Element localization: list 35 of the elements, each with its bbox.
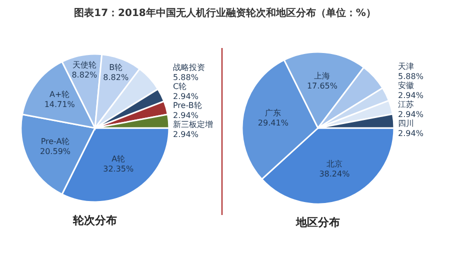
data-label: 8.82%	[103, 73, 129, 82]
chart-title: 图表17：2018年中国无人机行业融资轮次和地区分布（单位：%）	[74, 7, 376, 19]
data-label: 38.24%	[319, 170, 350, 179]
data-label: 32.35%	[103, 164, 134, 174]
data-label: 20.59%	[40, 146, 71, 156]
text: 轮次分布	[72, 214, 117, 227]
data-label: 17.65%	[306, 82, 338, 91]
data-label: 2.94%	[173, 130, 199, 140]
slice-label: 安徽	[398, 80, 414, 90]
slice-label: A+轮	[49, 90, 70, 100]
data-label: 14.71%	[44, 100, 76, 110]
slice-label: 上海	[314, 72, 330, 81]
data-label: 2.94%	[398, 90, 424, 100]
data-label: 2.94%	[398, 128, 424, 138]
data-label: 29.41%	[258, 118, 289, 128]
slice-label: 战略投资	[173, 63, 205, 72]
data-label: 2.94%	[398, 110, 424, 119]
data-label: 8.82%	[72, 70, 98, 80]
data-label: 5.88%	[398, 72, 424, 81]
text: 地区分布	[295, 216, 340, 229]
slice-label: 北京	[326, 160, 342, 169]
slice-label: 广东	[265, 108, 282, 118]
slice-label: Pre-B轮	[173, 101, 202, 110]
slice-label: 天津	[398, 62, 414, 71]
slice-label: 江苏	[398, 100, 414, 109]
slice-label: B轮	[109, 63, 123, 72]
slice-label: C轮	[173, 82, 187, 92]
data-label: 5.88%	[173, 73, 199, 82]
data-label: 2.94%	[173, 92, 199, 102]
slice-label: 四川	[398, 118, 414, 128]
slice-label: 新三板定增	[173, 120, 213, 130]
slice-label: A轮	[112, 154, 126, 164]
data-label: 2.94%	[173, 111, 199, 120]
slice-label: 天使轮	[72, 60, 96, 70]
slice-label: Pre-A轮	[40, 136, 70, 146]
